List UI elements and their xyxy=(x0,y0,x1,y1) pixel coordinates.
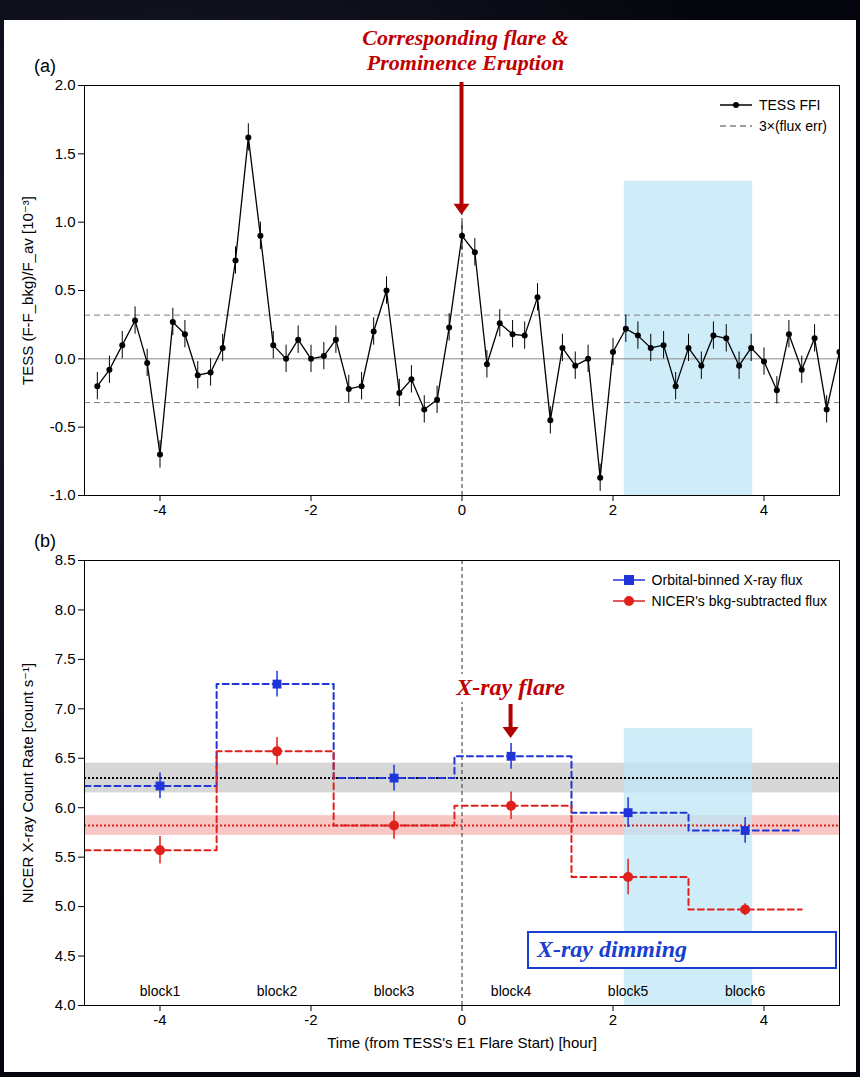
svg-text:2.0: 2.0 xyxy=(55,76,76,93)
svg-text:8.0: 8.0 xyxy=(55,601,76,618)
svg-text:0.5: 0.5 xyxy=(55,281,76,298)
html-text:X-ray flare: X-ray flare xyxy=(456,674,565,700)
html-text:Orbital-binned X-ray flux: Orbital-binned X-ray flux xyxy=(651,571,803,588)
svg-text:4.5: 4.5 xyxy=(55,947,76,964)
svg-text:-4: -4 xyxy=(153,1011,166,1028)
svg-text:0: 0 xyxy=(458,1011,466,1028)
svg-text:-2: -2 xyxy=(304,1011,317,1028)
svg-text:block3: block3 xyxy=(374,983,415,999)
svg-text:6.5: 6.5 xyxy=(55,749,76,766)
svg-text:-4: -4 xyxy=(153,501,166,518)
svg-text:block2: block2 xyxy=(257,983,298,999)
svg-text:-2: -2 xyxy=(304,501,317,518)
svg-text:0: 0 xyxy=(458,501,466,518)
svg-text:Time (from TESS's E1 Flare Sta: Time (from TESS's E1 Flare Start) [hour] xyxy=(327,1034,597,1051)
svg-text:2: 2 xyxy=(609,501,617,518)
svg-text:6.0: 6.0 xyxy=(55,799,76,816)
html-text:3×(flux err): 3×(flux err) xyxy=(758,117,827,134)
svg-text:7.0: 7.0 xyxy=(55,700,76,717)
html-text:TESS FFI: TESS FFI xyxy=(758,96,821,113)
svg-text:NICER X-ray Count Rate [count: NICER X-ray Count Rate [count s⁻¹] xyxy=(19,663,36,904)
svg-text:2: 2 xyxy=(609,1011,617,1028)
svg-text:4.0: 4.0 xyxy=(55,996,76,1013)
svg-text:block4: block4 xyxy=(491,983,532,999)
svg-text:TESS (F-F_bkg)/F_av [10⁻³]: TESS (F-F_bkg)/F_av [10⁻³] xyxy=(19,196,36,385)
svg-text:block6: block6 xyxy=(725,983,766,999)
svg-text:4: 4 xyxy=(760,1011,768,1028)
svg-text:block5: block5 xyxy=(608,983,649,999)
html-text:(a): (a) xyxy=(34,56,56,76)
html-text:Corresponding flare & Prominen: Corresponding flare & Prominence Eruptio… xyxy=(362,25,569,76)
svg-text:5.0: 5.0 xyxy=(55,897,76,914)
svg-text:-1.0: -1.0 xyxy=(50,486,76,503)
html-text:(b): (b) xyxy=(34,531,56,551)
svg-text:1.5: 1.5 xyxy=(55,145,76,162)
html-text:NICER's bkg-subtracted flux: NICER's bkg-subtracted flux xyxy=(651,592,827,609)
svg-text:0.0: 0.0 xyxy=(55,350,76,367)
svg-text:block1: block1 xyxy=(140,983,181,999)
html-text:X-ray dimming: X-ray dimming xyxy=(537,936,687,962)
svg-text:7.5: 7.5 xyxy=(55,650,76,667)
svg-text:8.5: 8.5 xyxy=(55,551,76,568)
svg-text:1.0: 1.0 xyxy=(55,213,76,230)
svg-text:-0.5: -0.5 xyxy=(50,418,76,435)
svg-text:5.5: 5.5 xyxy=(55,848,76,865)
svg-text:4: 4 xyxy=(760,501,768,518)
